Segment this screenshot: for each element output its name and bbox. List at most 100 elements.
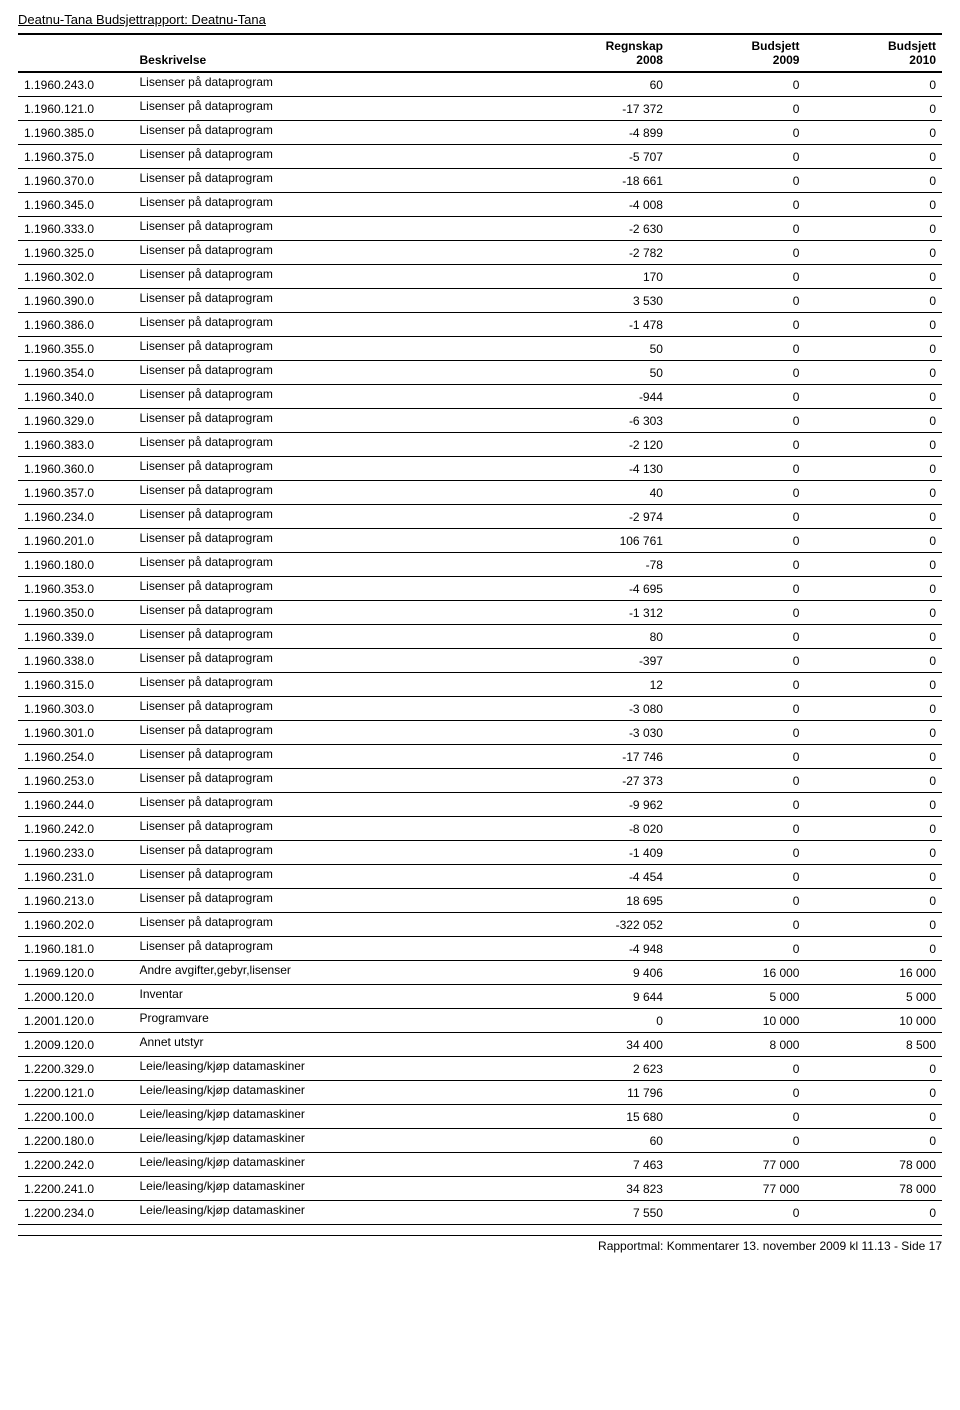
cell-budsjett-2009: 0 [669,673,806,697]
table-body: 1.1960.243.0Lisenser på dataprogram6000 1… [18,72,942,1225]
cell-desc: Lisenser på dataprogram [133,289,532,313]
cell-code: 1.2001.120.0 [18,1009,133,1033]
cell-desc: Lisenser på dataprogram [133,481,532,505]
cell-regnskap: -78 [532,553,669,577]
cell-budsjett-2010: 0 [805,553,942,577]
cell-desc: Lisenser på dataprogram [133,649,532,673]
table-row: 1.1960.390.0Lisenser på dataprogram3 530… [18,289,942,313]
table-row: 1.1960.243.0Lisenser på dataprogram6000 [18,72,942,97]
table-row: 1.2000.120.0Inventar9 6445 0005 000 [18,985,942,1009]
table-row: 1.2200.329.0Leie/leasing/kjøp datamaskin… [18,1057,942,1081]
cell-budsjett-2010: 0 [805,793,942,817]
cell-regnskap: -4 899 [532,121,669,145]
cell-desc: Lisenser på dataprogram [133,72,532,97]
table-row: 1.1960.254.0Lisenser på dataprogram-17 7… [18,745,942,769]
table-row: 1.1960.339.0Lisenser på dataprogram8000 [18,625,942,649]
cell-code: 1.1960.375.0 [18,145,133,169]
cell-desc: Lisenser på dataprogram [133,673,532,697]
cell-code: 1.1960.303.0 [18,697,133,721]
report-title: Deatnu-Tana Budsjettrapport: Deatnu-Tana [18,12,942,27]
cell-code: 1.1960.345.0 [18,193,133,217]
cell-code: 1.1960.333.0 [18,217,133,241]
cell-regnskap: 7 550 [532,1201,669,1225]
cell-budsjett-2009: 0 [669,841,806,865]
cell-regnskap: -3 080 [532,697,669,721]
table-row: 1.1960.338.0Lisenser på dataprogram-3970… [18,649,942,673]
cell-budsjett-2010: 0 [805,649,942,673]
cell-code: 1.1969.120.0 [18,961,133,985]
cell-budsjett-2010: 0 [805,817,942,841]
cell-desc: Leie/leasing/kjøp datamaskiner [133,1177,532,1201]
cell-code: 1.1960.233.0 [18,841,133,865]
cell-regnskap: -4 130 [532,457,669,481]
table-row: 1.1960.302.0Lisenser på dataprogram17000 [18,265,942,289]
cell-code: 1.1960.383.0 [18,433,133,457]
table-row: 1.1960.353.0Lisenser på dataprogram-4 69… [18,577,942,601]
cell-desc: Lisenser på dataprogram [133,361,532,385]
table-row: 1.2200.234.0Leie/leasing/kjøp datamaskin… [18,1201,942,1225]
table-row: 1.1960.340.0Lisenser på dataprogram-9440… [18,385,942,409]
cell-budsjett-2010: 0 [805,769,942,793]
table-row: 1.1960.315.0Lisenser på dataprogram1200 [18,673,942,697]
cell-budsjett-2010: 0 [805,241,942,265]
cell-code: 1.2200.234.0 [18,1201,133,1225]
cell-budsjett-2009: 0 [669,577,806,601]
cell-budsjett-2010: 0 [805,601,942,625]
cell-desc: Lisenser på dataprogram [133,337,532,361]
cell-regnskap: -18 661 [532,169,669,193]
cell-budsjett-2009: 0 [669,97,806,121]
cell-desc: Lisenser på dataprogram [133,265,532,289]
cell-regnskap: 60 [532,1129,669,1153]
col-desc-header: Beskrivelse [133,34,532,72]
cell-budsjett-2009: 0 [669,313,806,337]
cell-budsjett-2010: 0 [805,1105,942,1129]
cell-budsjett-2009: 10 000 [669,1009,806,1033]
cell-budsjett-2009: 5 000 [669,985,806,1009]
table-header: Beskrivelse Regnskap 2008 Budsjett 2009 … [18,34,942,72]
cell-code: 1.1960.231.0 [18,865,133,889]
table-row: 1.1960.301.0Lisenser på dataprogram-3 03… [18,721,942,745]
cell-desc: Lisenser på dataprogram [133,937,532,961]
budsjett2-label: Budsjett [888,39,936,53]
cell-desc: Inventar [133,985,532,1009]
cell-regnskap: -3 030 [532,721,669,745]
cell-budsjett-2009: 77 000 [669,1153,806,1177]
cell-desc: Lisenser på dataprogram [133,241,532,265]
cell-desc: Lisenser på dataprogram [133,97,532,121]
cell-desc: Lisenser på dataprogram [133,193,532,217]
cell-code: 1.1960.338.0 [18,649,133,673]
cell-budsjett-2010: 0 [805,673,942,697]
table-row: 1.1960.360.0Lisenser på dataprogram-4 13… [18,457,942,481]
cell-regnskap: 34 400 [532,1033,669,1057]
table-row: 1.2200.100.0Leie/leasing/kjøp datamaskin… [18,1105,942,1129]
cell-code: 1.1960.254.0 [18,745,133,769]
table-row: 1.1960.385.0Lisenser på dataprogram-4 89… [18,121,942,145]
cell-code: 1.1960.315.0 [18,673,133,697]
cell-code: 1.2200.242.0 [18,1153,133,1177]
cell-code: 1.1960.360.0 [18,457,133,481]
cell-regnskap: 170 [532,265,669,289]
cell-code: 1.1960.325.0 [18,241,133,265]
col-regnskap-header: Regnskap 2008 [532,34,669,72]
cell-budsjett-2009: 0 [669,913,806,937]
cell-budsjett-2010: 0 [805,841,942,865]
cell-desc: Programvare [133,1009,532,1033]
cell-desc: Lisenser på dataprogram [133,625,532,649]
cell-regnskap: -6 303 [532,409,669,433]
cell-budsjett-2009: 0 [669,697,806,721]
cell-regnskap: -2 974 [532,505,669,529]
cell-budsjett-2010: 0 [805,505,942,529]
col-code-header [18,34,133,72]
cell-budsjett-2009: 0 [669,241,806,265]
cell-desc: Lisenser på dataprogram [133,745,532,769]
cell-budsjett-2010: 0 [805,481,942,505]
cell-desc: Lisenser på dataprogram [133,817,532,841]
budsjett1-year: 2009 [773,53,800,67]
cell-desc: Andre avgifter,gebyr,lisenser [133,961,532,985]
cell-desc: Lisenser på dataprogram [133,409,532,433]
cell-budsjett-2010: 10 000 [805,1009,942,1033]
table-row: 1.1960.180.0Lisenser på dataprogram-7800 [18,553,942,577]
cell-regnskap: 50 [532,361,669,385]
table-row: 1.1960.234.0Lisenser på dataprogram-2 97… [18,505,942,529]
cell-budsjett-2010: 0 [805,1057,942,1081]
